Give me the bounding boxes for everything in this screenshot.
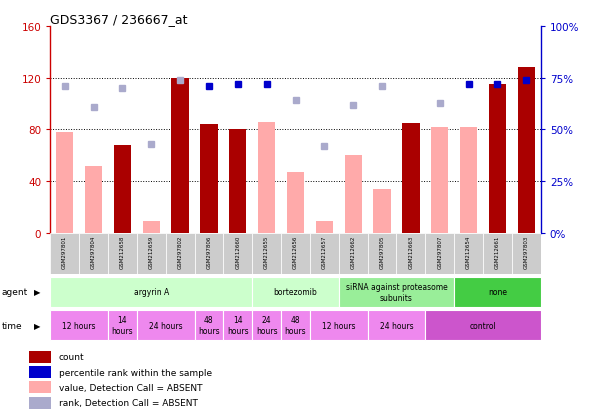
Bar [194, 311, 223, 340]
Bar [339, 278, 454, 307]
Bar [310, 233, 339, 275]
Bar [223, 311, 252, 340]
Text: count: count [59, 352, 85, 361]
Text: 14
hours: 14 hours [227, 316, 249, 335]
Bar [426, 311, 541, 340]
Bar [402, 123, 420, 233]
Bar [368, 311, 426, 340]
Bar [281, 311, 310, 340]
Bar [287, 173, 304, 233]
Text: 48
hours: 48 hours [198, 316, 220, 335]
Text: GSM297807: GSM297807 [437, 235, 442, 269]
Bar [108, 311, 137, 340]
Text: GSM297801: GSM297801 [62, 235, 67, 269]
Bar [460, 128, 478, 233]
Bar [310, 311, 368, 340]
Text: 24
hours: 24 hours [256, 316, 277, 335]
Text: 12 hours: 12 hours [62, 321, 96, 330]
Bar [79, 233, 108, 275]
Text: bortezomib: bortezomib [274, 288, 317, 297]
Bar [194, 233, 223, 275]
Bar [29, 382, 51, 394]
Bar [137, 233, 165, 275]
Text: 24 hours: 24 hours [379, 321, 413, 330]
Bar [252, 278, 339, 307]
Text: GSM212663: GSM212663 [408, 235, 414, 269]
Text: GSM212656: GSM212656 [293, 235, 298, 269]
Bar [29, 351, 51, 363]
Bar [229, 130, 246, 233]
Bar [50, 278, 252, 307]
Text: rank, Detection Call = ABSENT: rank, Detection Call = ABSENT [59, 398, 198, 407]
Bar [252, 233, 281, 275]
Text: ▶: ▶ [34, 288, 40, 297]
Text: GSM297804: GSM297804 [91, 235, 96, 269]
Bar [50, 233, 79, 275]
Bar [258, 122, 275, 233]
Text: GSM297802: GSM297802 [177, 235, 183, 269]
Bar [281, 233, 310, 275]
Text: time: time [2, 321, 22, 330]
Bar [431, 128, 449, 233]
Bar [56, 133, 73, 233]
Text: control: control [470, 321, 496, 330]
Bar [374, 190, 391, 233]
Bar [454, 233, 483, 275]
Text: value, Detection Call = ABSENT: value, Detection Call = ABSENT [59, 383, 203, 392]
Text: none: none [488, 288, 507, 297]
Bar [165, 233, 194, 275]
Text: GSM212658: GSM212658 [120, 235, 125, 269]
Text: 14
hours: 14 hours [112, 316, 133, 335]
Bar [518, 68, 535, 233]
Bar [489, 85, 506, 233]
Text: GSM297803: GSM297803 [524, 235, 529, 269]
Bar [113, 145, 131, 233]
Bar [345, 156, 362, 233]
Bar [108, 233, 137, 275]
Text: GSM212657: GSM212657 [322, 235, 327, 269]
Text: GSM212662: GSM212662 [350, 235, 356, 269]
Text: GSM212654: GSM212654 [466, 235, 471, 269]
Bar [252, 311, 281, 340]
Text: siRNA against proteasome
subunits: siRNA against proteasome subunits [346, 282, 447, 302]
Text: agent: agent [2, 288, 28, 297]
Text: GSM297806: GSM297806 [206, 235, 212, 269]
Text: 48
hours: 48 hours [285, 316, 306, 335]
Text: GSM212660: GSM212660 [235, 235, 241, 269]
Bar [483, 233, 512, 275]
Text: argyrin A: argyrin A [134, 288, 169, 297]
Text: GSM212661: GSM212661 [495, 235, 500, 269]
Text: GSM212655: GSM212655 [264, 235, 269, 269]
Bar [200, 125, 217, 233]
Bar [137, 311, 194, 340]
Text: ▶: ▶ [34, 321, 40, 330]
Text: 24 hours: 24 hours [149, 321, 183, 330]
Text: GSM297805: GSM297805 [379, 235, 385, 269]
Bar [29, 366, 51, 378]
Bar [85, 166, 102, 233]
Text: percentile rank within the sample: percentile rank within the sample [59, 368, 212, 377]
Bar [223, 233, 252, 275]
Bar [512, 233, 541, 275]
Bar [50, 311, 108, 340]
Bar [29, 397, 51, 409]
Bar [316, 222, 333, 233]
Bar [397, 233, 426, 275]
Text: GSM212659: GSM212659 [149, 235, 154, 269]
Text: 12 hours: 12 hours [322, 321, 356, 330]
Text: GDS3367 / 236667_at: GDS3367 / 236667_at [50, 13, 188, 26]
Bar [454, 278, 541, 307]
Bar [426, 233, 454, 275]
Bar [339, 233, 368, 275]
Bar [171, 78, 189, 233]
Bar [142, 222, 160, 233]
Bar [368, 233, 397, 275]
